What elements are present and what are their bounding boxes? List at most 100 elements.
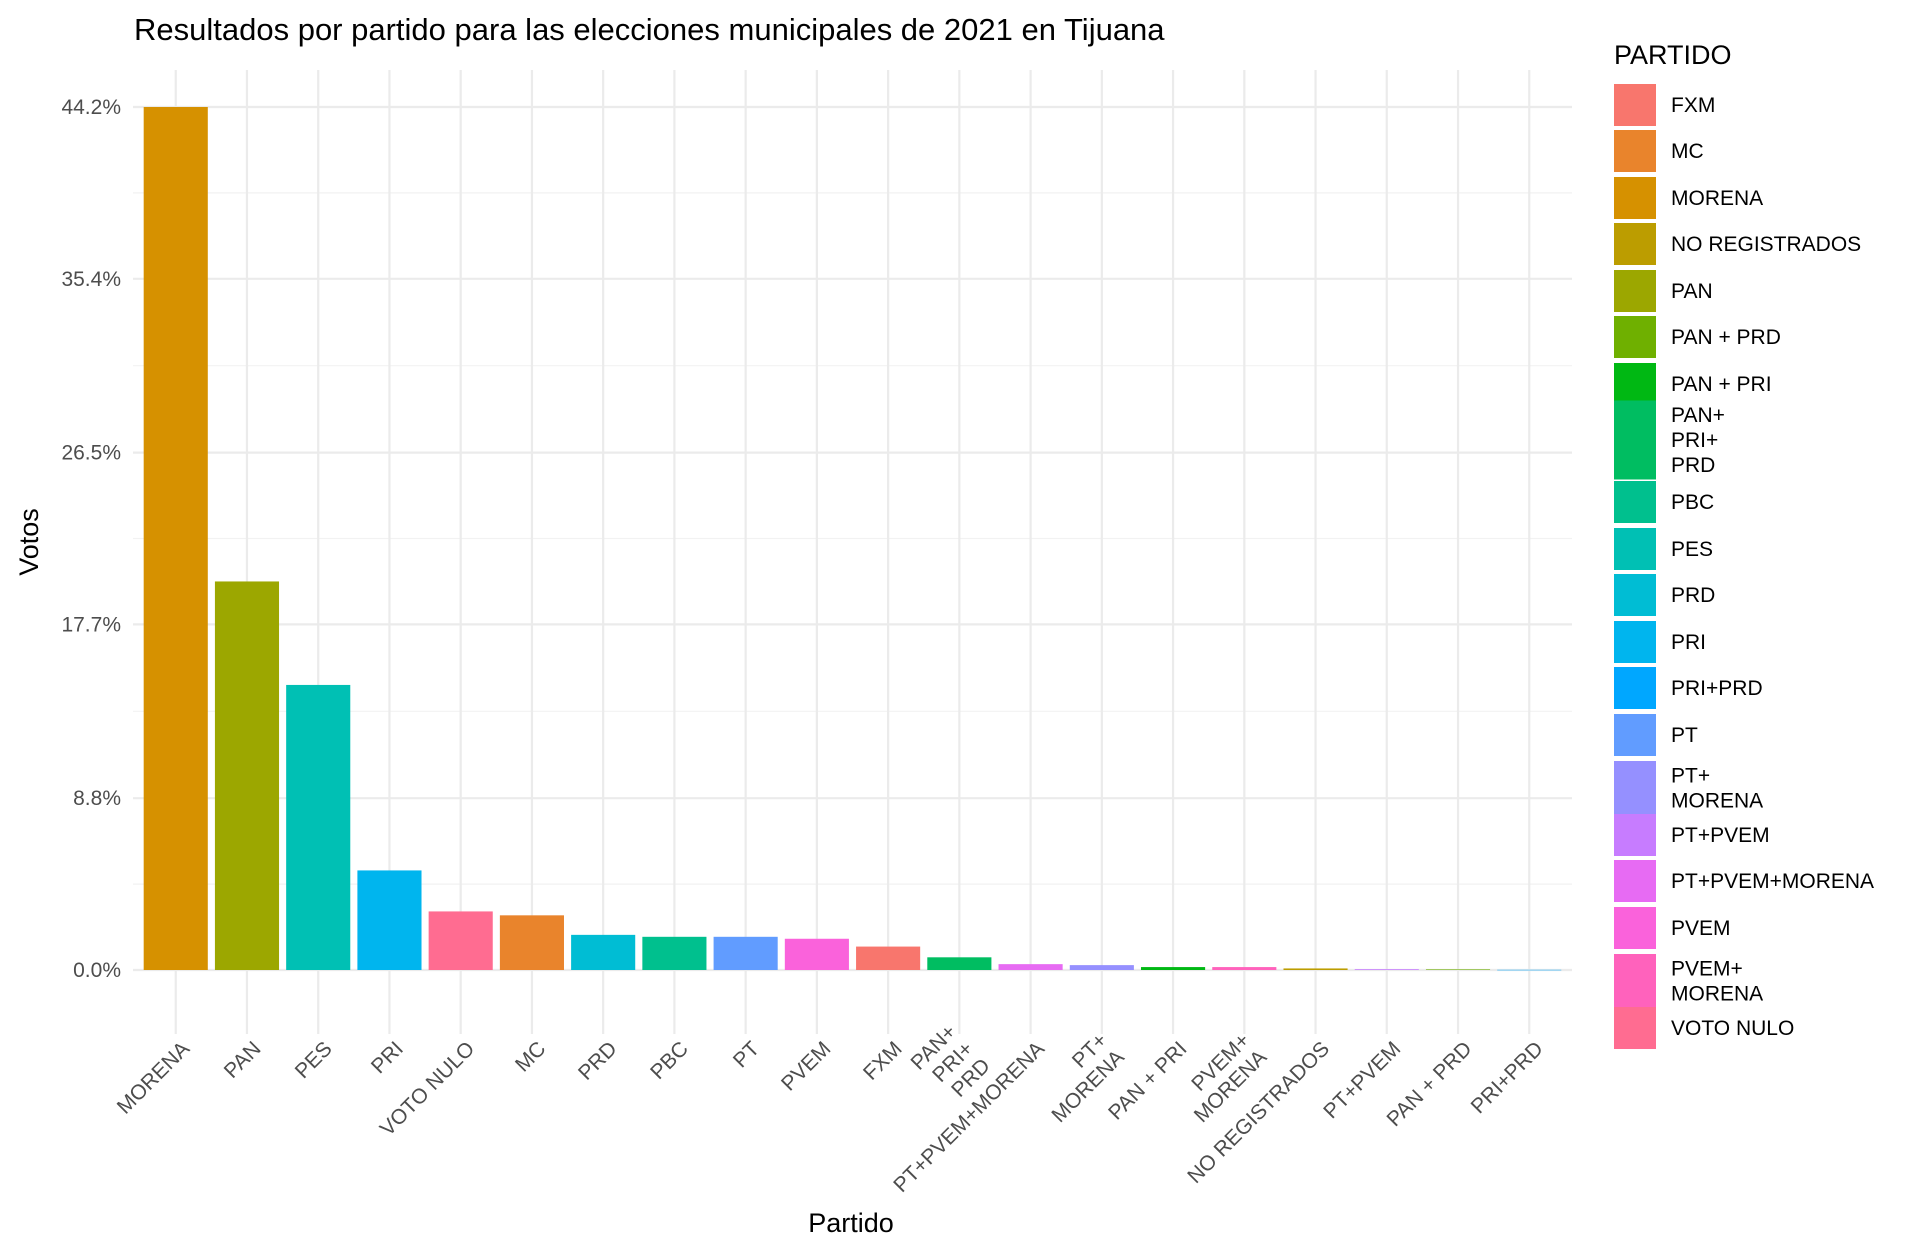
legend-label: PAN+ PRI+ PRD — [1671, 404, 1725, 477]
legend-key-swatch — [1614, 1007, 1656, 1049]
bar-pt — [713, 936, 778, 970]
legend-key-swatch — [1614, 667, 1656, 709]
bar-prd — [571, 934, 636, 970]
y-tick-label: 8.8% — [73, 787, 121, 810]
x-axis-title: Partido — [808, 1208, 894, 1238]
legend-item-pes: PES — [1614, 528, 1713, 570]
svg-text:PVEM: PVEM — [777, 1037, 835, 1095]
legend-label: PT+PVEM+MORENA — [1671, 870, 1874, 893]
legend-item-pan-prd: PAN + PRD — [1614, 316, 1781, 358]
legend-item-pt-pvem: PT+PVEM — [1614, 814, 1770, 856]
svg-text:MC: MC — [511, 1037, 550, 1076]
legend-label: PRI — [1671, 631, 1706, 654]
legend-item-pt: PT — [1614, 714, 1698, 756]
legend-key-swatch — [1614, 954, 1656, 1008]
svg-text:PRI+PRD: PRI+PRD — [1467, 1037, 1548, 1118]
legend-key-swatch — [1614, 223, 1656, 265]
legend-item-fxm: FXM — [1614, 84, 1715, 126]
legend: PARTIDO FXM MC MORENA NO REGISTRADOS PAN PAN … — [1614, 40, 1874, 1049]
legend-label: FXM — [1671, 94, 1715, 117]
svg-text:FXM: FXM — [859, 1037, 907, 1085]
svg-text:PRD: PRD — [574, 1037, 622, 1085]
legend-key-swatch — [1614, 481, 1656, 523]
legend-label: PES — [1671, 538, 1713, 561]
x-tick-label: MORENA — [113, 1037, 194, 1118]
legend-label: MORENA — [1671, 187, 1763, 210]
legend-label: PT+PVEM — [1671, 824, 1770, 847]
legend-label: PRI+PRD — [1671, 677, 1763, 700]
legend-key-swatch — [1614, 177, 1656, 219]
legend-item-mc: MC — [1614, 130, 1704, 172]
legend-item-pan-pri: PAN + PRI — [1614, 363, 1772, 405]
bar-mc — [499, 915, 564, 970]
x-tick-label: PRI+PRD — [1467, 1037, 1548, 1118]
legend-key-swatch — [1614, 761, 1656, 815]
y-tick-label: 0.0% — [73, 959, 121, 982]
bar-pan-pri-prd — [927, 957, 992, 970]
bar-pes — [286, 684, 351, 970]
bar-pt-pvem-morena — [998, 964, 1063, 970]
legend-key-swatch — [1614, 270, 1656, 312]
x-tick-label: PVEM — [777, 1037, 835, 1095]
legend-label: PAN — [1671, 280, 1713, 303]
y-axis-title: Votos — [14, 508, 44, 576]
legend-key-swatch — [1614, 316, 1656, 358]
svg-text:PRI: PRI — [367, 1037, 408, 1078]
bar-pan — [214, 581, 280, 970]
legend-item-pri: PRI — [1614, 621, 1706, 663]
legend-label: PAN + PRI — [1671, 373, 1772, 396]
legend-key-swatch — [1614, 528, 1656, 570]
bar-pvem-morena — [1212, 967, 1277, 970]
bar-pri — [357, 870, 422, 970]
legend-key-swatch — [1614, 714, 1656, 756]
legend-item-pvem: PVEM — [1614, 907, 1731, 949]
x-tick-label: PAN — [220, 1037, 266, 1083]
legend-item-pan: PAN — [1614, 270, 1713, 312]
legend-key-swatch — [1614, 574, 1656, 616]
svg-text:PES: PES — [291, 1037, 337, 1083]
y-tick-label: 17.7% — [61, 613, 121, 636]
legend-label: PT+ MORENA — [1671, 765, 1763, 813]
x-tick-label: PT — [729, 1037, 764, 1072]
legend-key-swatch — [1614, 860, 1656, 902]
svg-text:PBC: PBC — [646, 1037, 693, 1084]
bar-pt-morena — [1069, 965, 1134, 970]
legend-item-pt-pvem-morena: PT+PVEM+MORENA — [1614, 860, 1874, 902]
legend-item-pri-prd: PRI+PRD — [1614, 667, 1763, 709]
y-tick-label: 26.5% — [61, 442, 121, 465]
bar-voto-nulo — [428, 911, 493, 970]
y-tick-label: 35.4% — [61, 268, 121, 291]
legend-label: PRD — [1671, 584, 1715, 607]
legend-key-swatch — [1614, 621, 1656, 663]
legend-item-pvem-morena: PVEM+ MORENA — [1614, 954, 1763, 1008]
x-tick-label: PRI — [367, 1037, 408, 1078]
legend-key-swatch — [1614, 907, 1656, 949]
x-tick-label: FXM — [859, 1037, 907, 1085]
legend-label: PBC — [1671, 491, 1714, 514]
legend-label: VOTO NULO — [1671, 1017, 1794, 1040]
bar-pan-pri — [1141, 967, 1206, 970]
bar-morena — [143, 107, 208, 970]
y-tick-label: 44.2% — [61, 96, 121, 119]
bar-pt-pvem — [1354, 969, 1419, 970]
legend-item-pt-morena: PT+ MORENA — [1614, 761, 1763, 815]
legend-label: NO REGISTRADOS — [1671, 233, 1861, 256]
legend-item-pbc: PBC — [1614, 481, 1714, 523]
legend-key-swatch — [1614, 400, 1656, 480]
y-tick-labels: 0.0% 8.8% 17.7% 26.5% 35.4% 44.2% — [61, 96, 121, 982]
bar-pvem — [784, 938, 849, 970]
legend-item-morena: MORENA — [1614, 177, 1763, 219]
legend-item-no-registrados: NO REGISTRADOS — [1614, 223, 1861, 265]
x-tick-label: PAN + PRI — [1104, 1037, 1191, 1124]
x-tick-label: MC — [511, 1037, 550, 1076]
x-tick-label: PBC — [646, 1037, 693, 1084]
x-tick-label: PRD — [574, 1037, 622, 1085]
bar-pan-prd — [1425, 969, 1491, 970]
x-tick-label: PES — [291, 1037, 337, 1083]
legend-label: MC — [1671, 140, 1704, 163]
legend-title: PARTIDO — [1614, 40, 1732, 70]
legend-item-pan-pri-prd: PAN+ PRI+ PRD — [1614, 400, 1725, 480]
